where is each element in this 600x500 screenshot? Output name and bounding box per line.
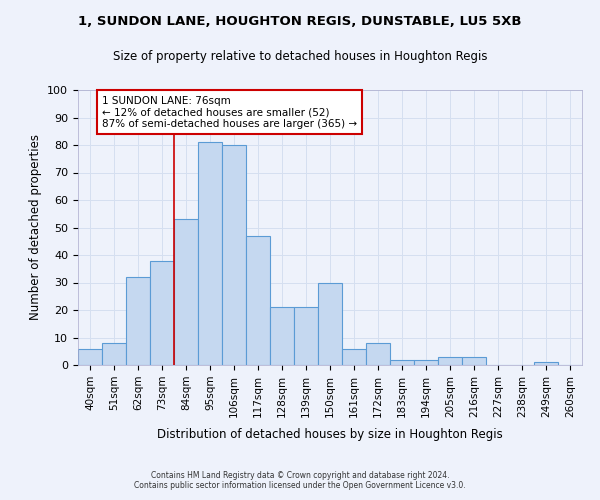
Bar (126, 277, 150, 365)
Bar (150, 260, 174, 365)
Bar (366, 343, 390, 365)
X-axis label: Distribution of detached houses by size in Houghton Regis: Distribution of detached houses by size … (157, 428, 503, 441)
Bar (534, 362, 558, 365)
Text: Contains HM Land Registry data © Crown copyright and database right 2024.
Contai: Contains HM Land Registry data © Crown c… (134, 470, 466, 490)
Text: 1 SUNDON LANE: 76sqm
← 12% of detached houses are smaller (52)
87% of semi-detac: 1 SUNDON LANE: 76sqm ← 12% of detached h… (102, 96, 357, 128)
Bar (222, 145, 246, 365)
Bar (174, 219, 198, 365)
Bar (78, 348, 102, 365)
Bar (294, 307, 318, 365)
Y-axis label: Number of detached properties: Number of detached properties (29, 134, 42, 320)
Bar (102, 343, 126, 365)
Bar (438, 357, 462, 365)
Bar (414, 360, 438, 365)
Text: Size of property relative to detached houses in Houghton Regis: Size of property relative to detached ho… (113, 50, 487, 63)
Bar (318, 282, 342, 365)
Bar (390, 360, 414, 365)
Bar (342, 348, 366, 365)
Bar (198, 142, 222, 365)
Text: 1, SUNDON LANE, HOUGHTON REGIS, DUNSTABLE, LU5 5XB: 1, SUNDON LANE, HOUGHTON REGIS, DUNSTABL… (78, 15, 522, 28)
Bar (462, 357, 486, 365)
Bar (246, 236, 270, 365)
Bar (270, 307, 294, 365)
